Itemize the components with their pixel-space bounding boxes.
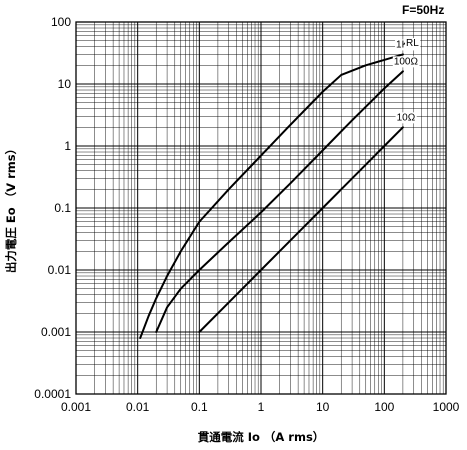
series-line-1	[139, 53, 404, 340]
x-tick-label: 0.01	[126, 400, 150, 414]
series-label-background	[395, 112, 417, 124]
y-tick-label: 0.0001	[34, 387, 71, 401]
series-line-2	[155, 70, 404, 333]
y-axis-title: 出力電圧 Eo （V rms）	[4, 143, 18, 273]
x-tick-label: 0.1	[191, 400, 208, 414]
series-label-background	[392, 56, 420, 68]
y-tick-label: 0.1	[54, 201, 71, 215]
y-tick-label: 1	[64, 139, 71, 153]
y-tick-label: 0.001	[41, 325, 71, 339]
x-tick-label: 1	[258, 400, 265, 414]
legend-title-background	[405, 38, 421, 49]
x-axis-title: 貫通電流 Io （A rms）	[198, 430, 325, 444]
series-label-2: 100Ω	[394, 56, 419, 67]
y-tick-label: 10	[58, 77, 72, 91]
y-tick-label: 0.01	[48, 263, 72, 277]
series-line-3	[198, 126, 404, 333]
y-tick-label: 100	[51, 15, 71, 29]
chart-note: F=50Hz	[402, 3, 444, 17]
x-tick-label: 10	[316, 400, 330, 414]
chart-series	[139, 53, 404, 340]
tick-labels: 0.001 0.01 0.1 1 10 100 1000 100 10 1 0.1 0.01 0.001…	[34, 15, 459, 414]
x-tick-label: 100	[374, 400, 394, 414]
legend-title: RL	[406, 38, 419, 49]
series-label-3: 10Ω	[397, 112, 416, 123]
plot-frame	[75, 21, 447, 395]
series-labels: 1KΩ100Ω10Ω	[392, 39, 420, 124]
chart-grid	[75, 22, 446, 395]
x-tick-label: 0.001	[61, 400, 91, 414]
x-tick-label: 1000	[433, 400, 460, 414]
